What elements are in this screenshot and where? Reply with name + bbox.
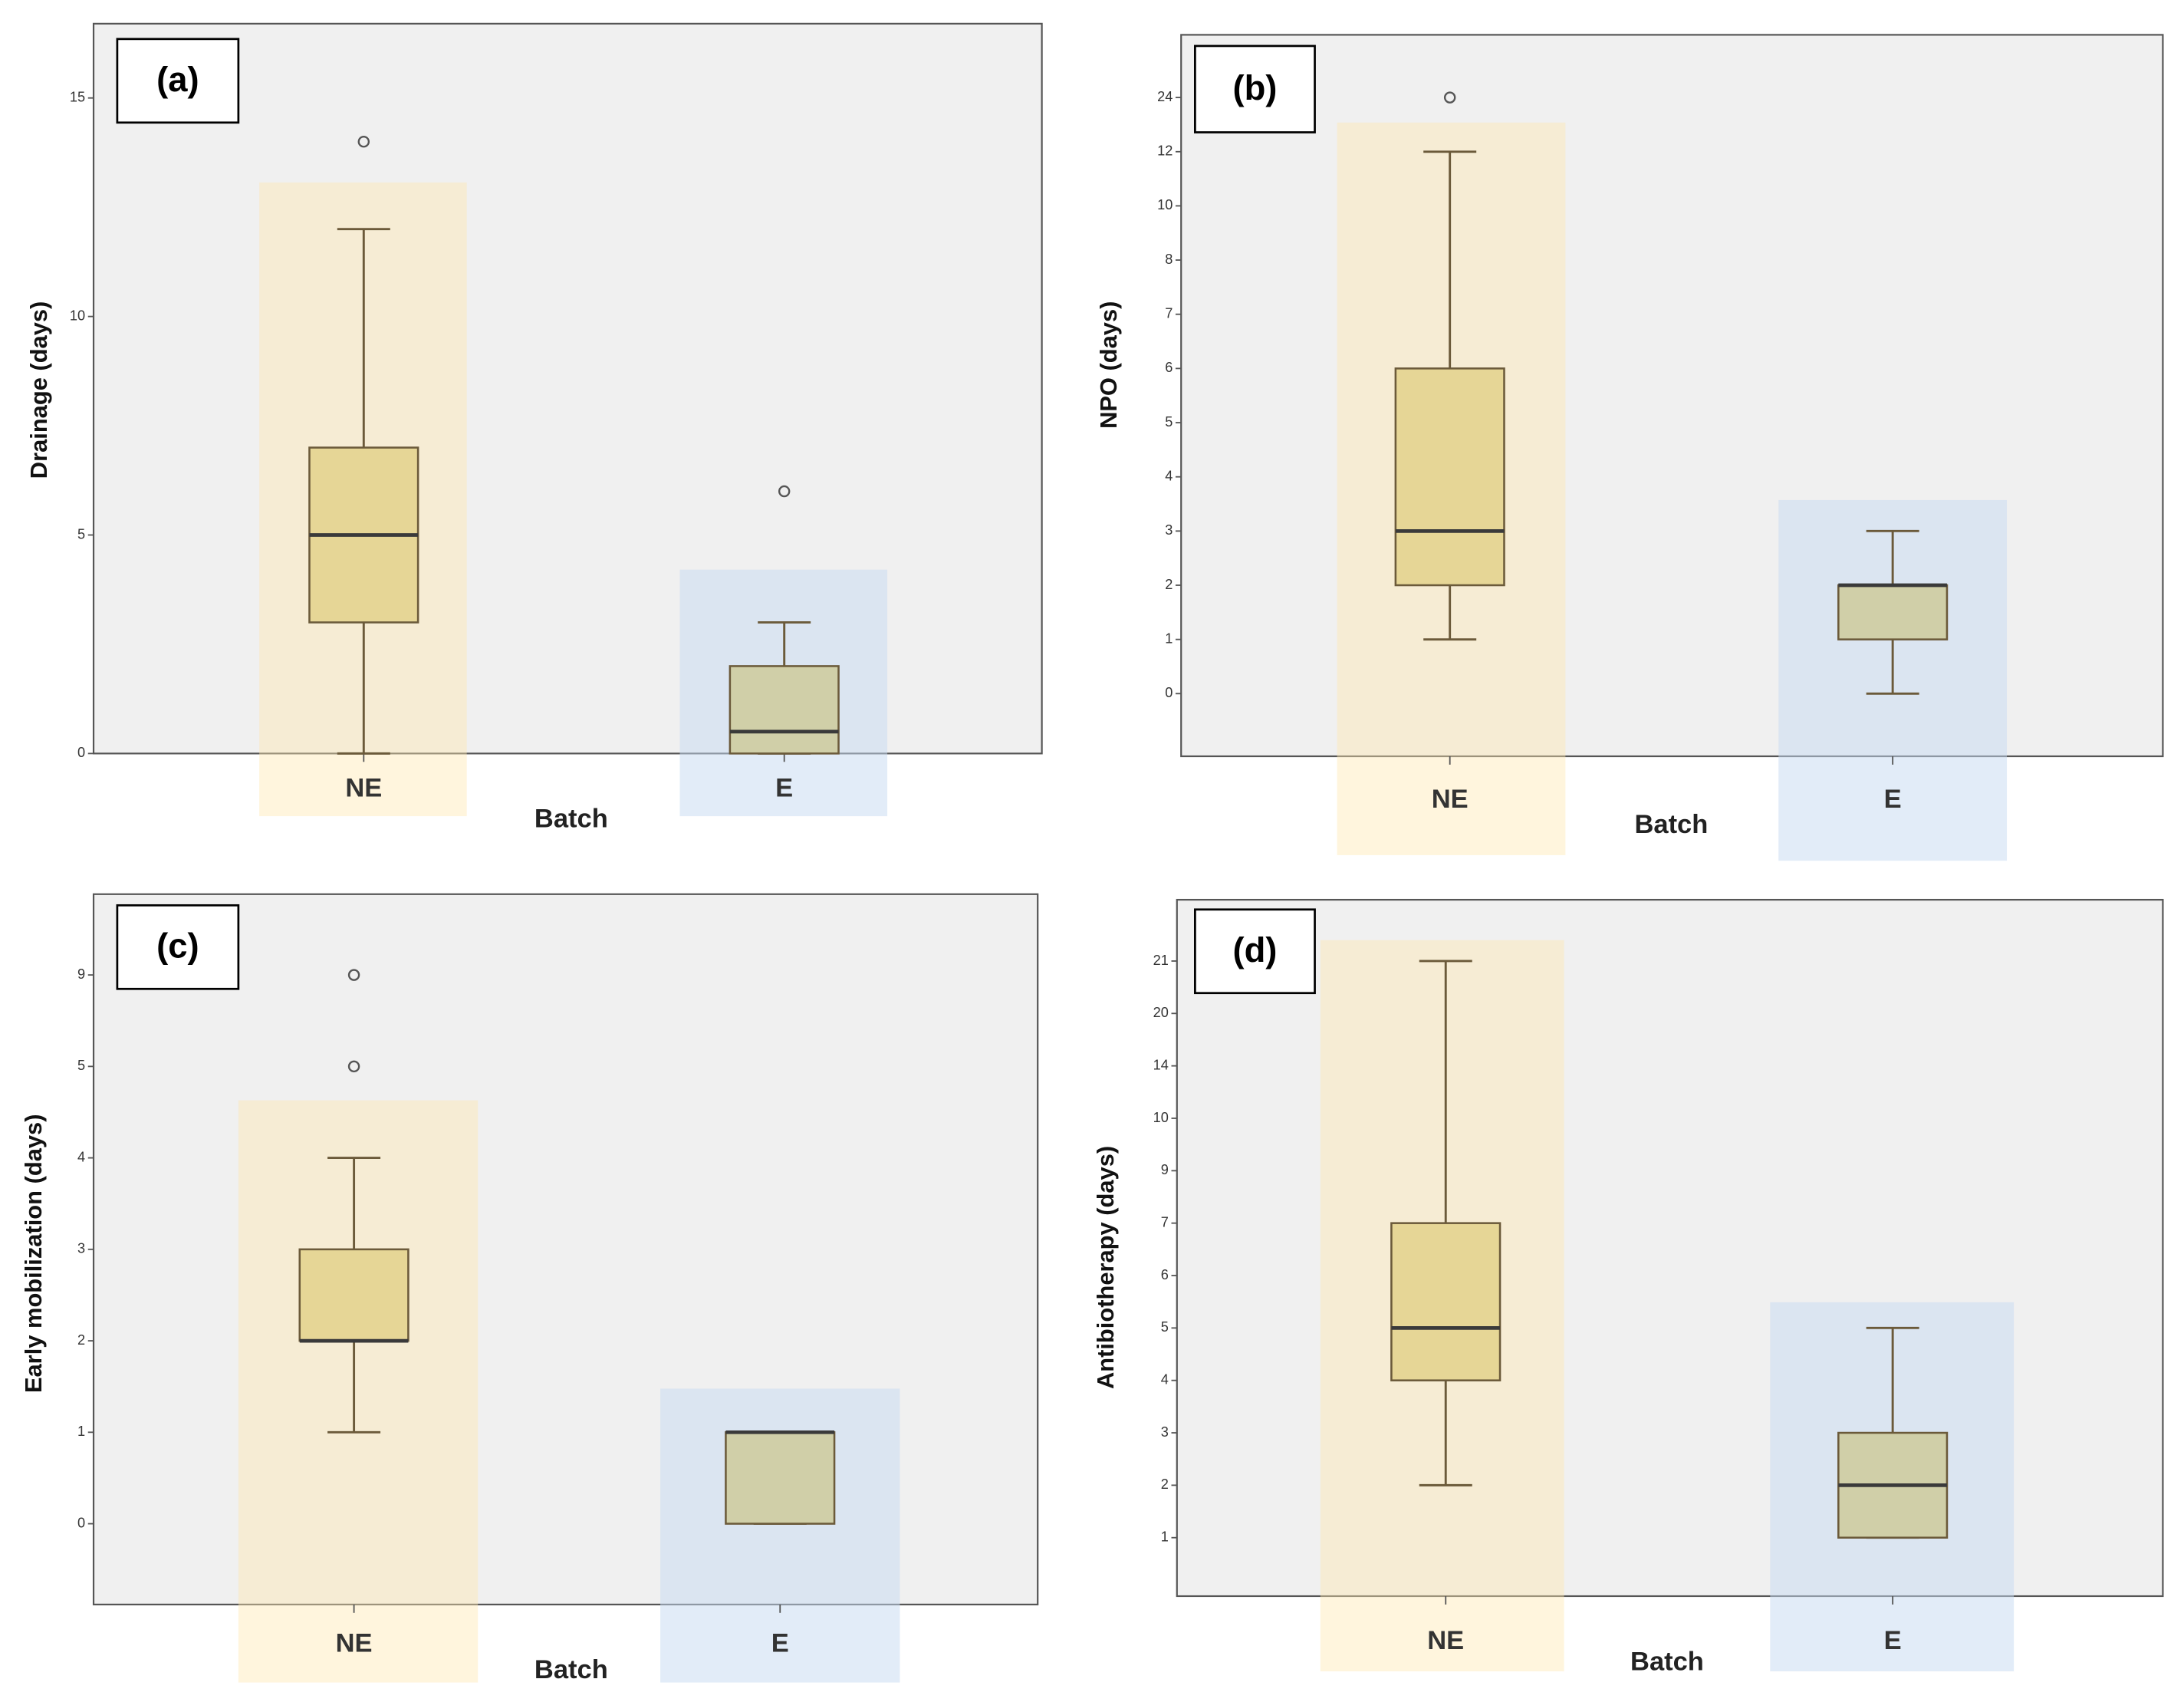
plot-area bbox=[92, 22, 1043, 755]
y-tick-label: 9 bbox=[77, 966, 85, 982]
outlier bbox=[778, 485, 791, 498]
box bbox=[725, 1431, 836, 1525]
box bbox=[1394, 367, 1505, 587]
y-tick-label: 2 bbox=[1161, 1476, 1169, 1492]
y-tick-label: 7 bbox=[1165, 306, 1173, 321]
outlier bbox=[347, 1060, 360, 1073]
x-axis-title: Batch bbox=[1630, 1647, 1704, 1676]
panel-label-box bbox=[116, 904, 240, 990]
x-tick-label: NE bbox=[336, 1629, 373, 1658]
x-axis-title: Batch bbox=[534, 805, 608, 834]
y-tick-label: 1 bbox=[1165, 630, 1173, 646]
y-tick-label: 1 bbox=[77, 1424, 85, 1439]
y-axis-title: Antibiotherapy (days) bbox=[1092, 1146, 1119, 1389]
panel-label: (d) bbox=[1232, 930, 1277, 970]
x-tick-label: NE bbox=[1427, 1626, 1464, 1655]
y-tick-label: 2 bbox=[1165, 577, 1173, 592]
y-tick-label: 8 bbox=[1165, 252, 1173, 267]
panel-label-box bbox=[1194, 908, 1316, 995]
outlier bbox=[1443, 91, 1456, 104]
y-tick-label: 3 bbox=[1165, 522, 1173, 538]
y-tick-label: 3 bbox=[1161, 1424, 1169, 1440]
y-tick-label: 10 bbox=[1153, 1110, 1169, 1125]
y-axis-title: Early mobilization (days) bbox=[20, 1114, 47, 1394]
y-tick-label: 2 bbox=[77, 1332, 85, 1348]
box bbox=[298, 1248, 410, 1342]
y-tick-label: 4 bbox=[1161, 1371, 1169, 1387]
y-tick-label: 6 bbox=[1165, 360, 1173, 375]
x-tick-label: NE bbox=[1432, 785, 1469, 814]
y-tick-label: 4 bbox=[77, 1149, 85, 1164]
plot-area bbox=[1180, 34, 2164, 758]
y-tick-label: 5 bbox=[77, 1058, 85, 1073]
y-tick-label: 24 bbox=[1157, 89, 1173, 104]
y-tick-label: 1 bbox=[1161, 1529, 1169, 1545]
panel-label: (a) bbox=[156, 60, 199, 99]
y-tick-label: 0 bbox=[1165, 685, 1173, 700]
x-tick-label: E bbox=[775, 774, 793, 803]
y-tick-label: 7 bbox=[1161, 1214, 1169, 1230]
x-tick-label: E bbox=[1884, 1626, 1902, 1655]
y-tick-label: 5 bbox=[77, 526, 85, 542]
y-axis-title: NPO (days) bbox=[1095, 301, 1122, 429]
x-tick-label: E bbox=[771, 1629, 789, 1658]
x-tick-label: NE bbox=[345, 774, 382, 803]
y-tick-label: 0 bbox=[77, 745, 85, 760]
panel-label: (c) bbox=[156, 927, 199, 966]
y-tick-label: 15 bbox=[70, 90, 85, 105]
y-tick-label: 4 bbox=[1165, 468, 1173, 483]
y-tick-label: 10 bbox=[70, 308, 85, 323]
y-tick-label: 9 bbox=[1161, 1162, 1169, 1177]
box bbox=[729, 665, 840, 755]
y-tick-label: 0 bbox=[77, 1515, 85, 1530]
y-tick-label: 5 bbox=[1165, 414, 1173, 430]
category-highlight bbox=[238, 1100, 479, 1683]
box bbox=[1837, 584, 1949, 640]
y-axis-title: Drainage (days) bbox=[25, 301, 52, 479]
y-tick-label: 6 bbox=[1161, 1267, 1169, 1282]
y-tick-label: 5 bbox=[1161, 1319, 1169, 1335]
y-tick-label: 14 bbox=[1153, 1057, 1169, 1072]
outlier bbox=[357, 135, 370, 148]
panel-label-box bbox=[1194, 44, 1316, 133]
y-tick-label: 12 bbox=[1157, 143, 1173, 159]
box bbox=[1390, 1222, 1502, 1381]
y-tick-label: 10 bbox=[1157, 197, 1173, 212]
outlier bbox=[347, 969, 360, 981]
y-tick-label: 3 bbox=[77, 1241, 85, 1256]
x-axis-title: Batch bbox=[1634, 810, 1708, 839]
panel-label: (b) bbox=[1232, 68, 1277, 107]
y-tick-label: 20 bbox=[1153, 1005, 1169, 1020]
panel-label-box bbox=[116, 38, 240, 124]
y-tick-label: 21 bbox=[1153, 953, 1169, 968]
x-axis-title: Batch bbox=[534, 1655, 608, 1684]
x-tick-label: E bbox=[1884, 785, 1902, 814]
